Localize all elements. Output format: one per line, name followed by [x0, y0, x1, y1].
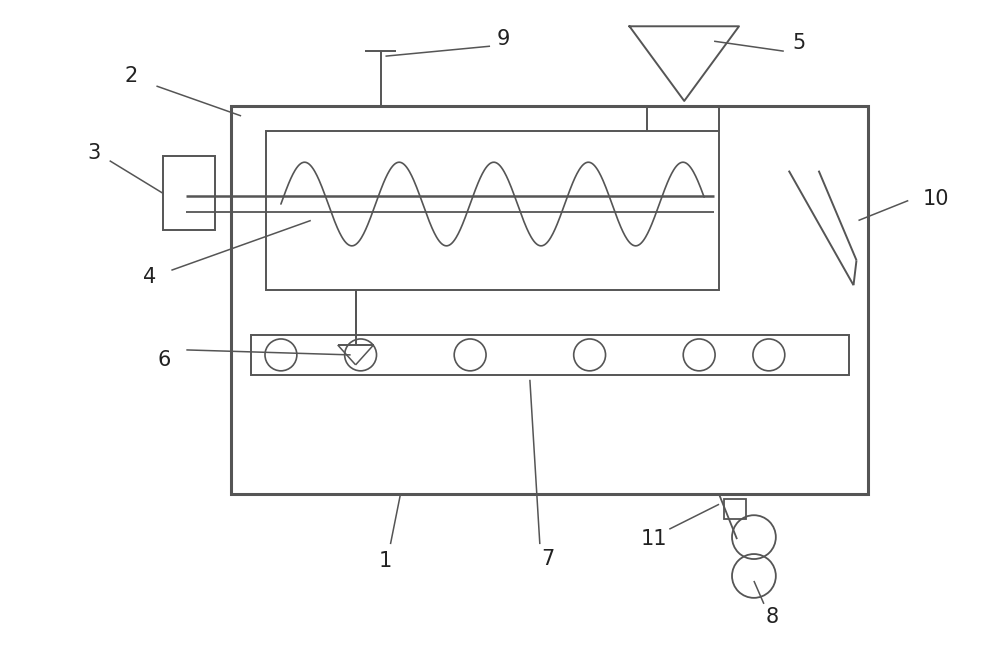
Text: 8: 8 [765, 607, 778, 627]
Text: 1: 1 [379, 551, 392, 571]
Bar [251, 335, 849, 375]
Text: 11: 11 [641, 529, 668, 549]
Text: 2: 2 [125, 66, 138, 86]
Text: 6: 6 [158, 350, 171, 370]
Bar [163, 156, 215, 230]
Text: 7: 7 [541, 549, 554, 569]
Text: 5: 5 [792, 33, 805, 53]
Text: 9: 9 [496, 29, 510, 50]
Bar [266, 131, 719, 290]
Text: 3: 3 [87, 143, 100, 163]
Bar [724, 499, 746, 519]
Text: 4: 4 [143, 267, 156, 287]
Bar [231, 106, 868, 494]
Text: 10: 10 [923, 189, 949, 209]
